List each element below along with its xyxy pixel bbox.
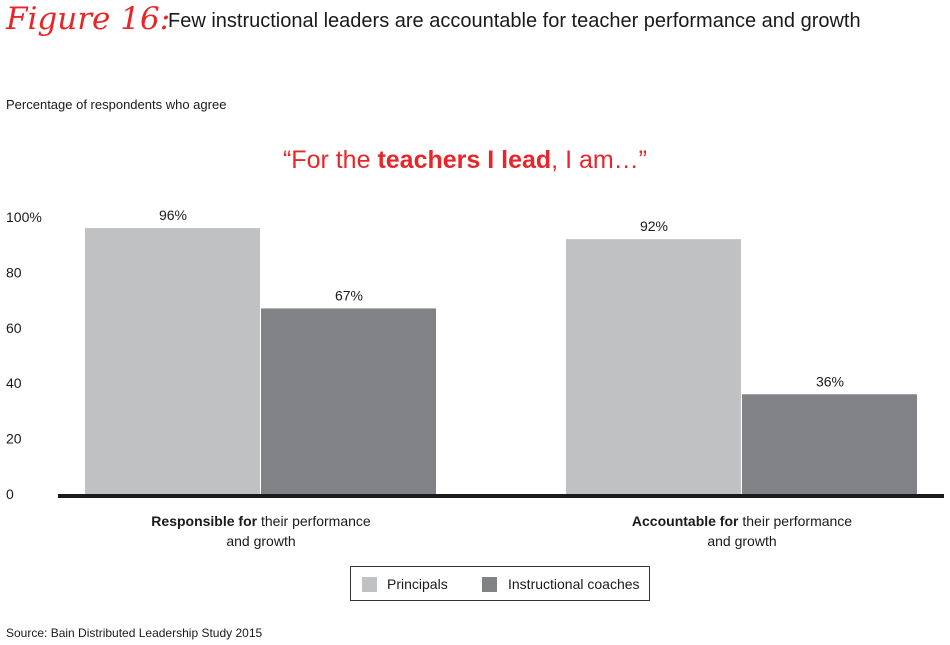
chart-subtitle: Percentage of respondents who agree: [6, 97, 226, 112]
source-note: Source: Bain Distributed Leadership Stud…: [6, 626, 262, 640]
figure-label: Figure 16:: [5, 1, 170, 37]
figure-title: Few instructional leaders are accountabl…: [168, 10, 861, 32]
quote-open: “For the: [283, 146, 377, 174]
category-label-2-line1: Accountable for their performance: [632, 513, 852, 529]
quote-bold: teachers I lead: [377, 146, 551, 174]
legend-svg: Principals Instructional coaches: [362, 576, 640, 592]
bar-label-instructional-coaches-2: 36%: [816, 373, 844, 389]
y-tick-label-60: 60: [6, 320, 22, 336]
category-label-1-line2: and growth: [226, 533, 295, 549]
category-label-1-line1: Responsible for their performance: [151, 513, 371, 529]
quote-close: , I am…”: [551, 146, 647, 174]
bar-labels: 96% 92% 67% 36%: [159, 207, 844, 389]
quote-title: “For the teachers I lead, I am…”: [283, 146, 647, 174]
category-labels: Responsible for their performance and gro…: [151, 513, 852, 549]
category-label-2-bold: Accountable for: [632, 513, 739, 529]
bar-instructional-coaches-1: [261, 308, 436, 494]
legend-label-principals: Principals: [387, 576, 448, 592]
y-tick-label-20: 20: [6, 431, 22, 447]
y-tick-label-0: 0: [6, 486, 14, 502]
y-tick-label-80: 80: [6, 264, 22, 280]
bar-label-principals-1: 96%: [159, 207, 187, 223]
bar-label-principals-2: 92%: [640, 218, 668, 234]
bar-principals-2: [566, 239, 741, 494]
bar-instructional-coaches-2: [742, 394, 917, 494]
category-label-1-bold: Responsible for: [151, 513, 257, 529]
bars: [85, 228, 917, 494]
legend: Principals Instructional coaches: [350, 566, 650, 601]
category-label-1-rest: their performance: [257, 513, 371, 529]
category-label-2-rest: their performance: [738, 513, 852, 529]
bar-label-instructional-coaches-1: 67%: [335, 287, 363, 303]
legend-swatch-instructional-coaches: [482, 577, 497, 592]
y-axis-ticks: 0 20 40 60 80 100%: [6, 209, 42, 502]
y-tick-label-100: 100%: [6, 209, 42, 225]
legend-swatch-principals: [362, 577, 377, 592]
bar-principals-1: [85, 228, 260, 494]
legend-label-instructional-coaches: Instructional coaches: [508, 576, 640, 592]
y-tick-label-40: 40: [6, 375, 22, 391]
category-label-2-line2: and growth: [707, 533, 776, 549]
